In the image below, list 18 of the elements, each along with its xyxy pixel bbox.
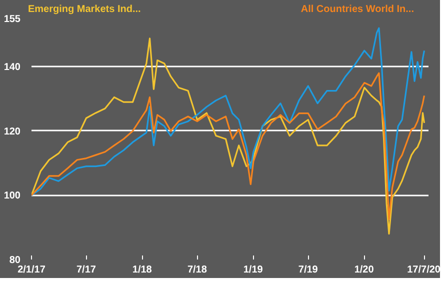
x-tick-label: 7/17 <box>76 264 96 276</box>
line-series <box>32 72 426 220</box>
line-series <box>32 38 426 235</box>
y-tick-label: 155 <box>4 14 21 25</box>
x-tick-label: 7/18 <box>187 264 208 276</box>
y-tick-label: 120 <box>4 126 21 138</box>
y-tick-label: 140 <box>4 62 21 74</box>
x-tick-label: 2/1/17 <box>18 264 46 276</box>
text: Emerging Markets Ind... <box>28 3 141 17</box>
y-tick-label: 80 <box>9 255 21 266</box>
line-series <box>32 27 426 196</box>
text: All Countries World In... <box>300 3 414 17</box>
x-tick-label: 1/19 <box>243 264 264 276</box>
x-tick-label: 1/20 <box>354 264 374 276</box>
y-tick-label: 100 <box>4 190 21 202</box>
x-tick-label: 1/18 <box>132 264 152 276</box>
x-tick-label: 7/19 <box>298 264 318 276</box>
x-tick-label: 17/7/20 <box>407 264 441 276</box>
